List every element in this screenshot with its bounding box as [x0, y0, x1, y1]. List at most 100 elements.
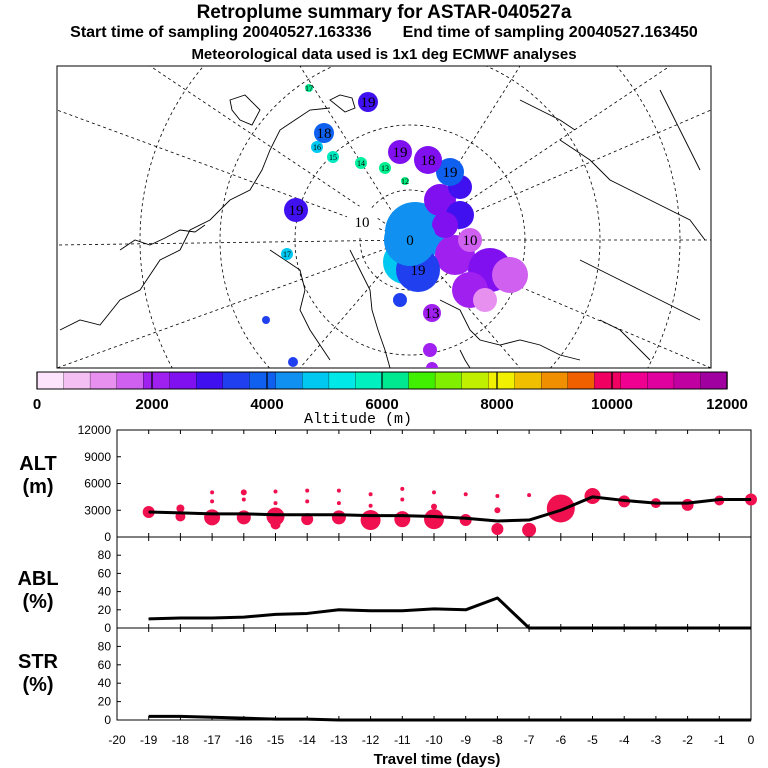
map-point — [346, 206, 378, 238]
altitude-bubble — [305, 488, 310, 493]
panel-ylabel-line: (%) — [22, 591, 53, 613]
data-point — [179, 617, 181, 619]
x-tick-label: -17 — [203, 733, 221, 747]
data-point — [496, 520, 498, 522]
map-point-label: 16 — [313, 143, 321, 152]
data-point — [401, 610, 403, 612]
sampling-times: Start time of sampling 20040527.163336 E… — [0, 24, 768, 42]
map-point-label: 14 — [357, 159, 365, 168]
x-tick-label: -16 — [235, 733, 253, 747]
map-point — [414, 146, 442, 174]
map-point — [314, 123, 334, 143]
colorbar-cell — [434, 371, 463, 390]
y-tick-label: 80 — [98, 548, 112, 562]
altitude-bubble — [463, 492, 468, 497]
colorbar-tick-label: 12000 — [706, 396, 748, 413]
y-tick-label: 60 — [98, 566, 112, 580]
data-point — [465, 609, 467, 611]
x-tick-label: -4 — [619, 733, 630, 747]
altitude-bubble — [273, 489, 278, 494]
colorbar-cell — [461, 371, 489, 390]
altitude-bubble — [360, 510, 381, 531]
data-point — [655, 719, 657, 721]
panel-ylabel: ABL (%) — [17, 568, 58, 613]
y-tick-label: 40 — [98, 585, 112, 599]
map-point-label: 15 — [329, 153, 337, 162]
colorbar-cell — [328, 371, 357, 390]
altitude-bubble — [522, 522, 537, 537]
x-tick-label: -5 — [587, 733, 598, 747]
data-point — [243, 717, 245, 719]
colorbar-cell — [541, 371, 569, 390]
map-point — [355, 157, 367, 169]
map-blob — [262, 316, 270, 324]
panel-ylabel-line: ALT — [19, 453, 56, 475]
colorbar-cell — [63, 371, 91, 390]
map-point — [305, 84, 313, 92]
colorbar-tick-label: 6000 — [365, 396, 398, 413]
data-point — [687, 502, 689, 504]
altitude-bubble — [336, 501, 341, 506]
map-point-label: 18 — [317, 126, 332, 142]
colorbar-cell — [249, 371, 277, 390]
map-blob — [432, 212, 458, 238]
panel-alt: 0 3000 6000 9000 12000 ALT (m) — [19, 423, 757, 544]
map-point-label: 19 — [443, 165, 458, 181]
data-point — [496, 597, 498, 599]
data-point — [306, 718, 308, 720]
y-tick-label: 80 — [98, 639, 112, 653]
x-axis-label: Travel time (days) — [374, 751, 501, 768]
data-point — [623, 499, 625, 501]
map-blob — [473, 288, 497, 312]
series-line — [148, 495, 751, 523]
data-point — [465, 719, 467, 721]
map-point — [401, 177, 409, 185]
altitude-bubble — [204, 509, 221, 526]
colorbar-cell — [408, 371, 436, 390]
colorbar-cell — [620, 371, 649, 390]
panel-frame — [116, 536, 752, 629]
map-point — [423, 304, 441, 322]
colorbar-cell — [302, 371, 330, 390]
map-frame — [56, 65, 712, 369]
colorbar-label: Altitude (m) — [304, 411, 412, 428]
colorbar-tick-label: 10000 — [591, 396, 633, 413]
map-point — [281, 248, 293, 260]
map-point — [458, 228, 482, 252]
altitude-bubble — [336, 488, 341, 493]
altitude-bubble — [431, 503, 437, 510]
panel-ylabel-line: (%) — [22, 674, 53, 696]
colorbar-cell — [700, 371, 728, 390]
map-point-label: 19 — [361, 95, 376, 111]
y-tick-label: 12000 — [78, 423, 112, 437]
y-tick-label: 20 — [98, 695, 112, 709]
y-tick-label: 3000 — [84, 503, 111, 517]
colorbar-cell — [514, 371, 542, 390]
panel-ylabel-line: (m) — [22, 476, 53, 498]
map-point-label: 19 — [411, 263, 426, 279]
y-tick-label: 6000 — [84, 477, 111, 491]
data-point — [275, 718, 276, 720]
data-point — [338, 609, 340, 611]
map-point-label: 12 — [401, 177, 409, 186]
map-point-label: 0 — [406, 233, 414, 249]
data-point — [275, 514, 276, 516]
colorbar-cell — [647, 371, 675, 390]
map-point-label: 19 — [289, 203, 304, 219]
map-point-label: 18 — [421, 153, 436, 169]
data-point — [148, 715, 150, 717]
x-tick-label: -15 — [267, 733, 285, 747]
altitude-bubble — [331, 510, 346, 525]
data-point — [275, 613, 276, 615]
data-point — [243, 513, 245, 515]
y-tick-label: 0 — [104, 713, 111, 727]
data-point — [750, 719, 752, 721]
data-point — [306, 514, 308, 516]
colorbar-cell — [222, 371, 250, 390]
data-point — [338, 719, 340, 721]
x-tick-label: -10 — [425, 733, 443, 747]
data-point — [718, 719, 720, 721]
